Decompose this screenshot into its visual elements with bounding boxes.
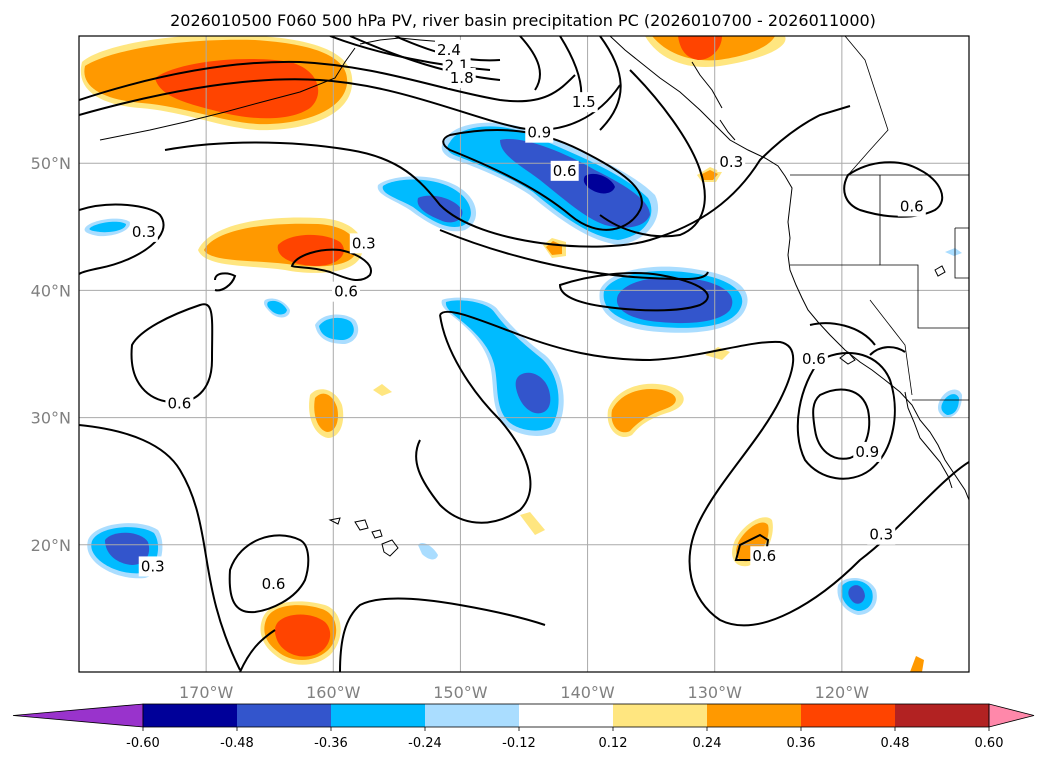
colorbar-tick-label: 0.24 <box>693 736 722 751</box>
shaded-region-negative <box>377 176 477 232</box>
contour-label: 0.9 <box>527 124 551 142</box>
colorbar-tick-label: -0.36 <box>314 736 348 751</box>
lat-tick-label: 50°N <box>31 154 71 173</box>
shaded-field <box>80 36 962 672</box>
contour-label: 0.6 <box>802 350 826 368</box>
lat-tick-label: 20°N <box>31 536 71 555</box>
contour-label-bg <box>165 393 194 414</box>
contour-label-bg <box>259 574 288 595</box>
colorbar-bin <box>707 704 801 727</box>
colorbar-extend-low <box>12 703 144 728</box>
contour-label: 0.6 <box>752 547 776 565</box>
colorbar-bin <box>519 704 613 727</box>
contour-label-bg <box>799 349 828 370</box>
contour-label: 0.3 <box>141 557 165 575</box>
contour-label-bg <box>550 160 579 181</box>
shaded-region-positive <box>198 217 364 273</box>
contour-label: 0.9 <box>855 443 879 461</box>
contour-label: 1.5 <box>572 93 596 111</box>
colorbar-bin <box>895 704 989 727</box>
contour-label: 0.6 <box>900 197 924 215</box>
shaded-region-negative <box>837 578 877 615</box>
state-borders <box>790 36 969 401</box>
colorbar-bin <box>237 704 331 727</box>
contour-label: 0.3 <box>869 526 893 544</box>
contour-label-bg <box>129 221 158 242</box>
lon-tick-label: 150°W <box>433 683 488 702</box>
contour-label-bg <box>332 281 360 302</box>
latitude-labels: 20°N 30°N 40°N 50°N <box>31 154 71 555</box>
colorbar-tick-label: 0.36 <box>787 736 816 751</box>
contour-label-bg <box>569 92 598 113</box>
lat-tick-label: 30°N <box>31 409 71 428</box>
lon-tick-label: 140°W <box>560 683 615 702</box>
contour-labels: 2.42.11.81.50.90.6 0.30.60.30.30.60.60.60… <box>129 39 926 595</box>
contour-label: 0.6 <box>262 575 286 593</box>
colorbar-tick-label: 0.48 <box>881 736 910 751</box>
colorbar-tick-label: 0.12 <box>599 736 628 751</box>
colorbar <box>12 703 1035 728</box>
colorbar-outline <box>142 703 990 728</box>
contour-label: 1.8 <box>450 69 474 87</box>
shaded-region-positive <box>260 601 341 665</box>
contour-label-bg <box>897 196 926 217</box>
colorbar-tick-label: -0.24 <box>408 736 442 751</box>
contour-label: 0.3 <box>352 234 376 252</box>
colorbar-tick-label: -0.12 <box>502 736 536 751</box>
contour-label: 0.6 <box>168 395 192 413</box>
contour-label-bg <box>867 524 896 545</box>
colorbar-tick-label: -0.60 <box>126 736 160 751</box>
shaded-region-negative <box>441 122 659 245</box>
contour-label: 2.4 <box>437 41 461 59</box>
map-title: 2026010500 F060 500 hPa PV, river basin … <box>170 11 876 30</box>
contour-label-bg <box>853 441 882 462</box>
colorbar-bin <box>801 704 895 727</box>
colorbar-bin <box>331 704 425 727</box>
lat-tick-label: 40°N <box>31 281 71 300</box>
lon-tick-label: 160°W <box>306 683 361 702</box>
lon-tick-label: 130°W <box>688 683 743 702</box>
colorbar-extend-high <box>988 703 1035 728</box>
map-frame <box>78 35 970 673</box>
contour-label-bg <box>138 556 167 577</box>
contour-label-bg <box>525 122 554 143</box>
islands <box>328 265 946 557</box>
colorbar-bin <box>613 704 707 727</box>
contour-label-bg <box>717 151 746 172</box>
shaded-region-positive <box>309 167 924 672</box>
contour-label: 0.6 <box>334 283 358 301</box>
colorbar-tick-label: -0.48 <box>220 736 254 751</box>
contour-label-bg <box>434 39 463 60</box>
colorbar-bin <box>143 704 237 727</box>
lon-tick-label: 170°W <box>179 683 234 702</box>
contour-label: 0.6 <box>553 162 577 180</box>
shaded-region-positive <box>645 36 786 67</box>
contour-label-bg <box>349 233 378 254</box>
longitude-labels: 170°W 160°W 150°W 140°W 130°W 120°W <box>179 683 869 702</box>
shaded-region-positive <box>80 36 353 131</box>
colorbar-tick-label: 0.60 <box>975 736 1004 751</box>
contour-label: 0.3 <box>719 153 743 171</box>
shaded-region-negative <box>84 218 962 560</box>
colorbar-bin <box>425 704 519 727</box>
colorbar-labels: -0.60 -0.48 -0.36 -0.24 -0.12 0.12 0.24 0.36 0.4… <box>126 727 1003 751</box>
contour-label-bg <box>447 67 476 88</box>
contour-label-bg <box>750 546 779 567</box>
contour-label: 0.3 <box>132 223 156 241</box>
shaded-region-positive <box>607 383 684 438</box>
shaded-region-negative <box>441 297 564 436</box>
lon-tick-label: 120°W <box>815 683 870 702</box>
